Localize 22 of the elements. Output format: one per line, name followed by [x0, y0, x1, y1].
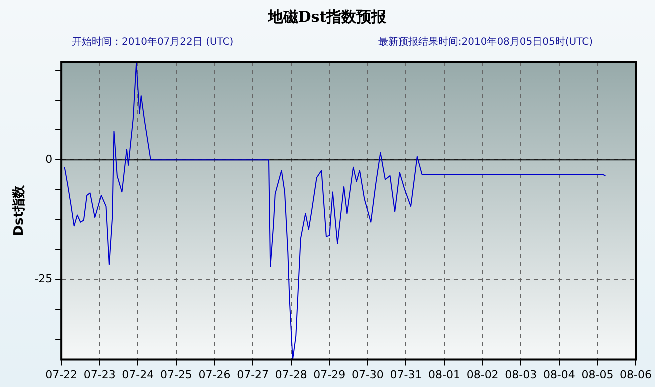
- y-tick-label: 0: [46, 153, 53, 166]
- x-tick-label: 08-02: [466, 368, 499, 382]
- x-tick-label: 07-24: [122, 368, 154, 382]
- x-tick-label: 07-23: [84, 368, 116, 382]
- y-axis-title: Dst指数: [12, 184, 28, 236]
- x-tick-label: 07-25: [160, 368, 192, 382]
- x-tick-label: 07-26: [198, 368, 231, 382]
- x-tick-label: 07-31: [390, 368, 422, 382]
- x-tick-label: 07-29: [314, 368, 346, 382]
- x-tick-label: 08-03: [505, 368, 538, 382]
- x-tick-label: 08-06: [620, 368, 652, 382]
- x-tick-label: 07-30: [352, 368, 384, 382]
- y-tick-label: -25: [34, 272, 53, 286]
- x-tick-label: 08-04: [543, 368, 576, 382]
- x-tick-label: 08-01: [428, 368, 461, 382]
- x-tick-label: 07-27: [237, 368, 270, 382]
- text: 最新预报结果时间:2010年08月05日05时(UTC): [378, 36, 593, 49]
- x-tick-label: 07-22: [46, 368, 78, 382]
- chart-subtitle: 开始时间：2010年07月22日 (UTC): [72, 36, 234, 49]
- x-tick-label: 08-05: [582, 368, 614, 382]
- x-tick-label: 07-28: [275, 368, 308, 382]
- chart-title: 地磁Dst指数预报: [267, 8, 388, 27]
